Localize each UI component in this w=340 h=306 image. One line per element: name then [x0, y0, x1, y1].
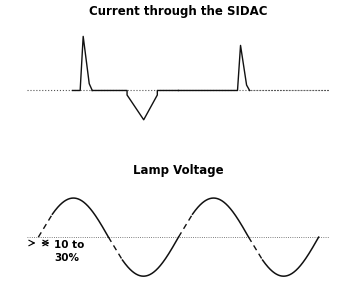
Title: Current through the SIDAC: Current through the SIDAC — [89, 6, 268, 18]
Title: Lamp Voltage: Lamp Voltage — [133, 164, 224, 177]
Text: 30%: 30% — [54, 253, 79, 263]
Text: 10 to: 10 to — [54, 240, 85, 250]
